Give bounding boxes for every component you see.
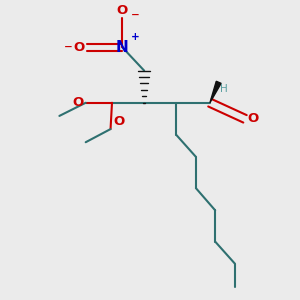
Text: O: O <box>72 96 83 109</box>
Polygon shape <box>210 81 221 103</box>
Text: −: − <box>131 10 140 20</box>
Text: N: N <box>116 40 129 55</box>
Text: O: O <box>117 4 128 16</box>
Text: O: O <box>247 112 259 125</box>
Text: O: O <box>113 115 124 128</box>
Text: H: H <box>220 84 228 94</box>
Text: +: + <box>130 32 139 42</box>
Text: −: − <box>64 42 73 52</box>
Text: O: O <box>74 41 85 54</box>
